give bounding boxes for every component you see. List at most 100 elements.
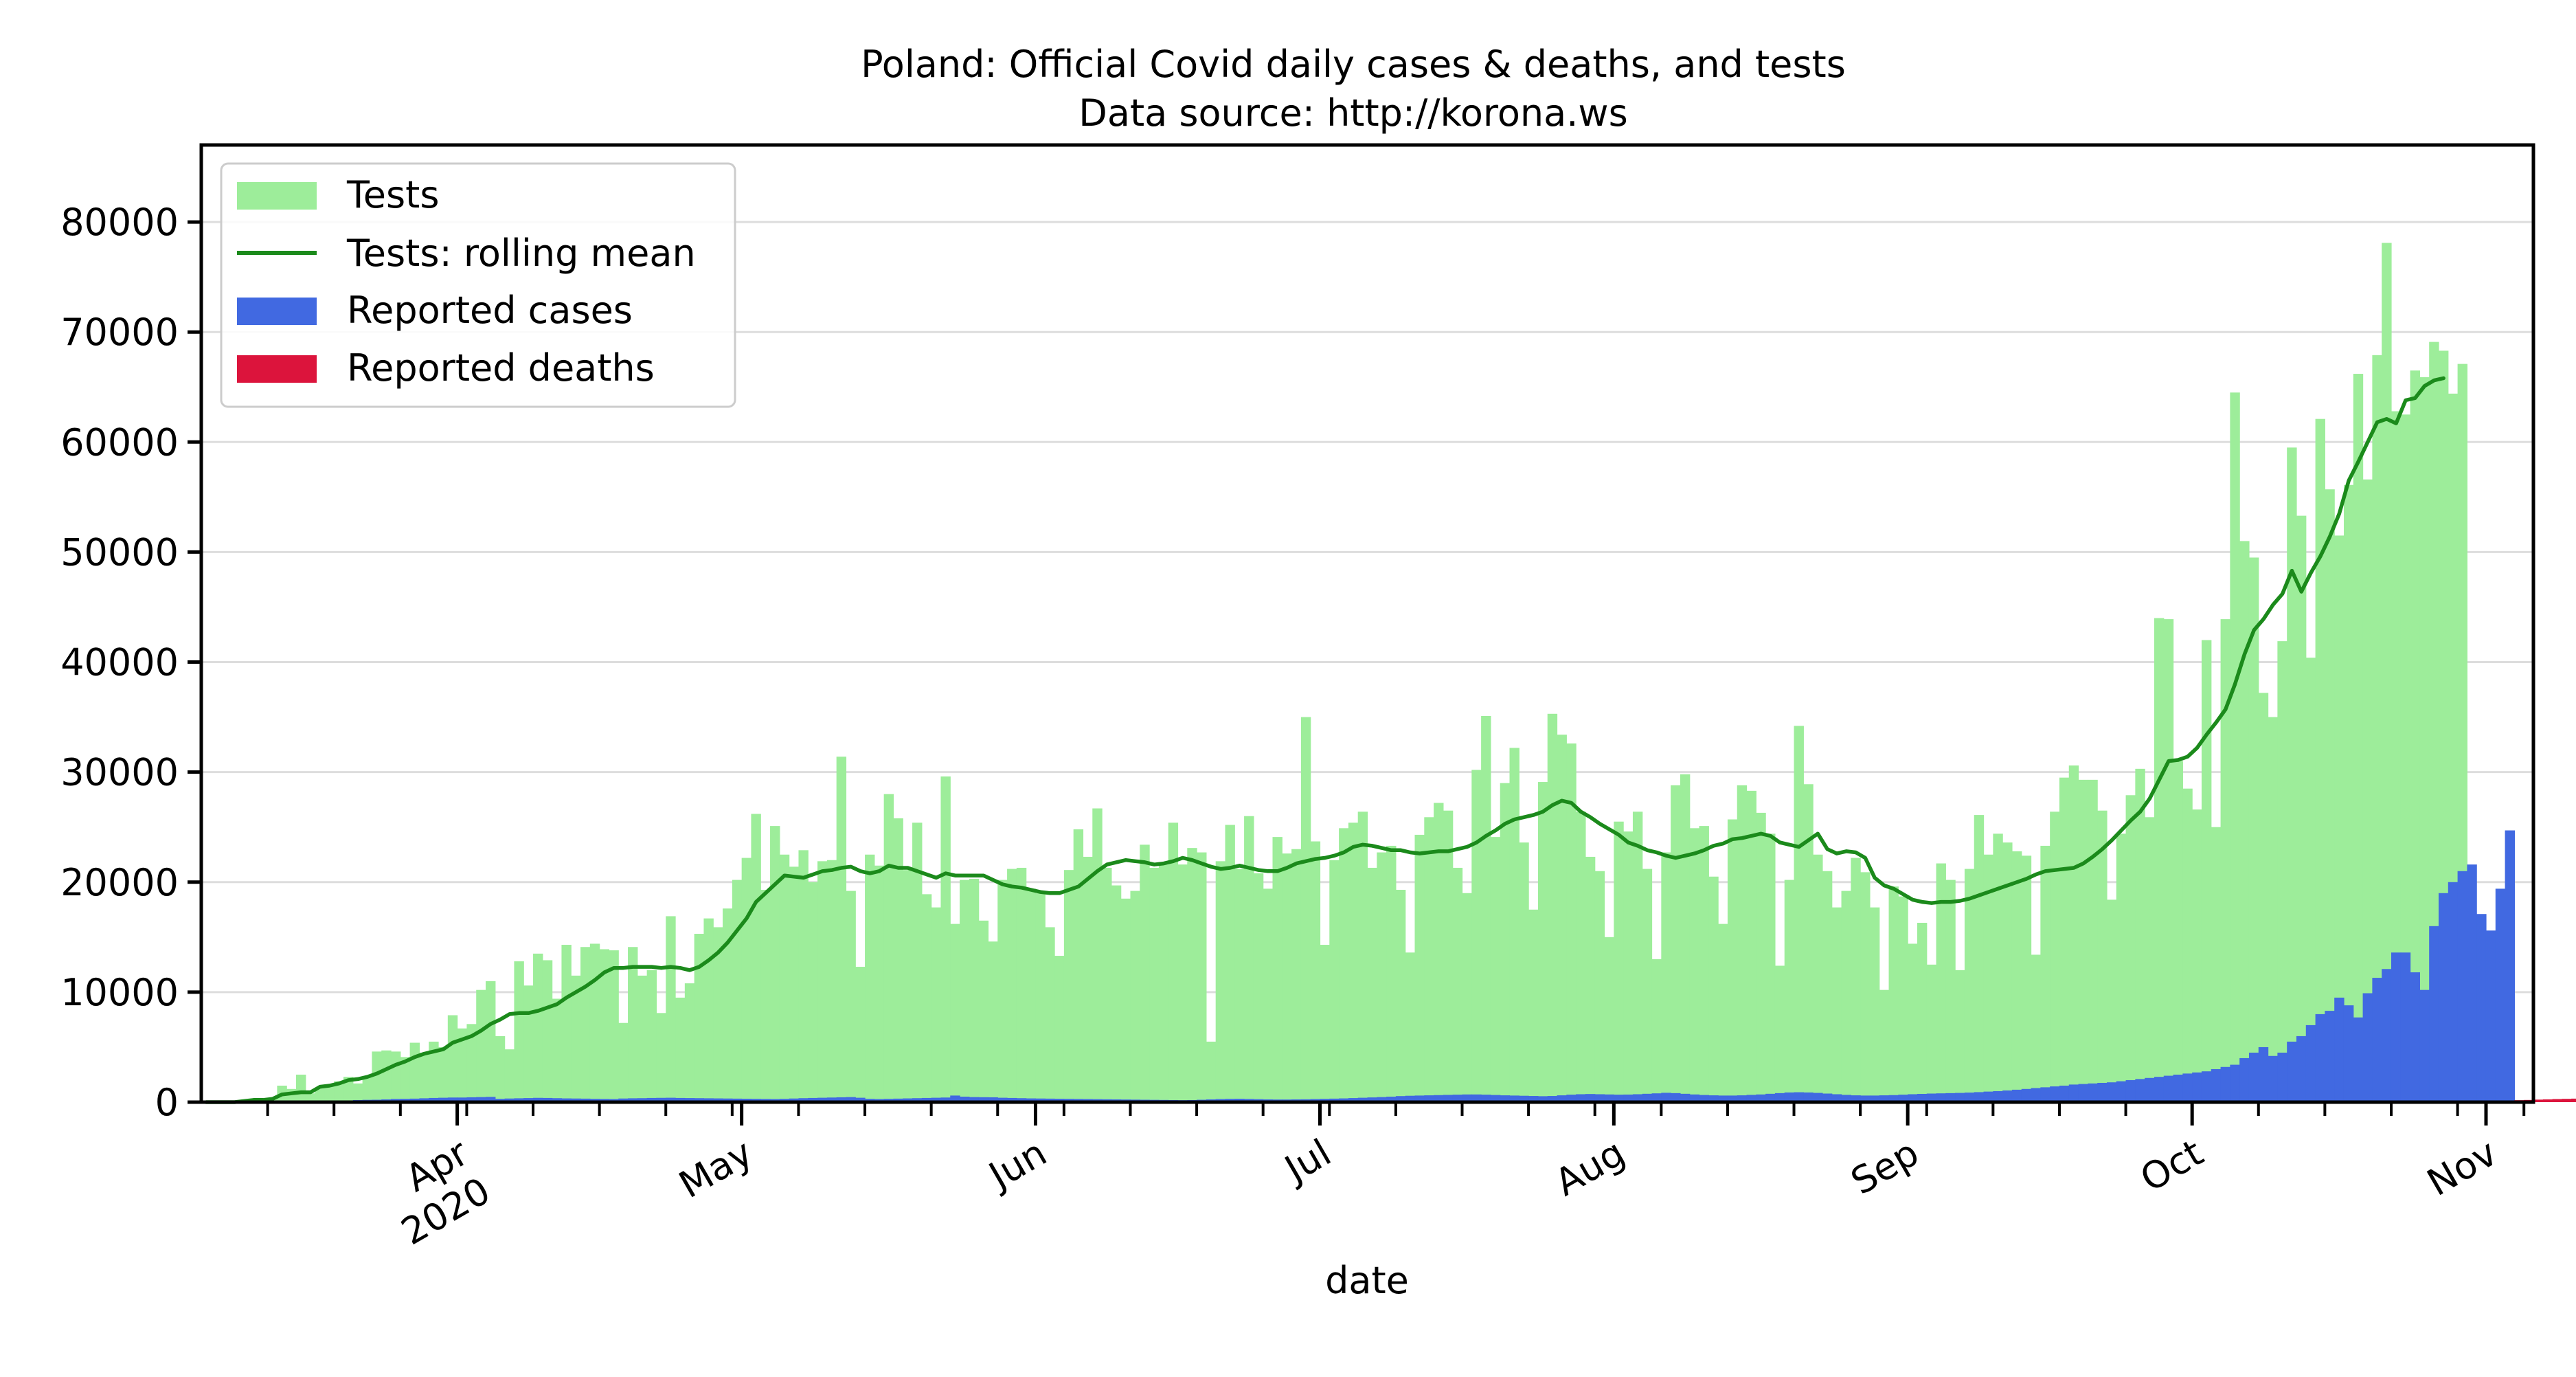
- tests-bar: [533, 954, 543, 1102]
- tests-bar: [865, 855, 874, 1102]
- tests-bar: [1462, 893, 1472, 1102]
- tests-bar: [1794, 726, 1804, 1102]
- tests-bar: [2059, 778, 2069, 1102]
- cases-bar: [2154, 1077, 2164, 1102]
- cases-bar: [2259, 1047, 2268, 1102]
- cases-bar: [2363, 993, 2373, 1102]
- cases-bar: [2448, 882, 2458, 1102]
- tests-bar: [1765, 833, 1775, 1102]
- tests-bar: [855, 967, 865, 1102]
- tests-bar: [837, 757, 846, 1102]
- tests-bar: [2126, 795, 2136, 1102]
- tests-bar: [476, 990, 486, 1102]
- tests-bar: [2050, 811, 2059, 1102]
- legend-swatch-cases: [237, 298, 317, 325]
- tests-bar: [523, 985, 533, 1102]
- tests-bar: [647, 970, 657, 1102]
- tests-bar: [2088, 780, 2097, 1102]
- tests-bar: [1585, 857, 1595, 1102]
- y-tick-label: 70000: [60, 311, 179, 354]
- tests-bar: [1595, 871, 1605, 1102]
- deaths-bar: [2543, 1099, 2553, 1102]
- cases-bar: [2022, 1089, 2031, 1102]
- tests-bar: [1614, 822, 1623, 1102]
- tests-bar: [1623, 831, 1633, 1102]
- legend-swatch-deaths: [237, 355, 317, 383]
- cases-bar: [2135, 1079, 2145, 1102]
- tests-bar: [2145, 817, 2154, 1102]
- tests-bar: [1443, 811, 1453, 1102]
- tests-bar: [1661, 853, 1671, 1102]
- tests-bar: [2069, 765, 2079, 1102]
- tests-bar: [1054, 956, 1064, 1102]
- cases-bar: [2334, 998, 2344, 1102]
- tests-bar: [1026, 888, 1036, 1102]
- cases-bar: [2012, 1090, 2022, 1102]
- tests-bar: [798, 850, 808, 1102]
- tests-bar: [1652, 959, 1662, 1102]
- tests-bar: [1007, 869, 1017, 1102]
- tests-bar: [1557, 735, 1567, 1102]
- tests-bar: [751, 814, 760, 1102]
- cases-bar: [2164, 1076, 2173, 1102]
- tests-bar: [1187, 848, 1197, 1102]
- tests-bar: [732, 880, 742, 1102]
- tests-bar: [1813, 855, 1822, 1102]
- cases-bar: [2410, 972, 2420, 1102]
- tests-bar: [1737, 785, 1747, 1102]
- tests-bar: [628, 947, 637, 1102]
- tests-bar: [1130, 891, 1140, 1102]
- tests-bar: [561, 945, 571, 1102]
- tests-bar: [2022, 855, 2031, 1102]
- tests-bar: [2173, 761, 2183, 1102]
- tests-bar: [1017, 868, 1026, 1102]
- tests-bar: [1671, 785, 1680, 1102]
- tests-bar: [1140, 844, 1149, 1102]
- tests-bar: [1386, 846, 1396, 1102]
- tests-bar: [940, 776, 950, 1102]
- tests-bar: [2230, 392, 2239, 1102]
- tests-bar: [410, 1043, 420, 1102]
- tests-bar: [1642, 869, 1652, 1102]
- tests-bar: [1965, 869, 1974, 1102]
- cases-bar: [2040, 1087, 2050, 1102]
- tests-bar: [609, 950, 618, 1102]
- tests-bar: [381, 1051, 391, 1102]
- tests-bar: [742, 858, 752, 1102]
- tests-bar: [808, 882, 817, 1102]
- tests-bar: [1690, 828, 1699, 1102]
- tests-bar: [770, 826, 780, 1102]
- cases-bar: [2401, 952, 2410, 1102]
- tests-bar: [1083, 857, 1092, 1102]
- tests-bar: [1993, 833, 2002, 1102]
- tests-bar: [2296, 516, 2306, 1102]
- legend: Tests Tests: rolling mean Reported cases…: [221, 164, 735, 407]
- tests-bar: [1092, 808, 1102, 1102]
- tests-bar: [2116, 833, 2126, 1102]
- tests-bar: [1415, 835, 1425, 1102]
- y-tick-label: 10000: [60, 971, 179, 1014]
- tests-bar: [495, 1036, 505, 1102]
- cases-bar: [2344, 1005, 2353, 1102]
- tests-bar: [1197, 853, 1206, 1102]
- deaths-bar: [2553, 1099, 2562, 1102]
- cases-bar: [2296, 1036, 2306, 1102]
- tests-bar: [1045, 927, 1054, 1102]
- tests-bar: [1396, 890, 1405, 1102]
- tests-bar: [827, 860, 837, 1102]
- tests-bar: [505, 1049, 515, 1102]
- tests-bar: [1548, 714, 1557, 1102]
- tests-bar: [1291, 849, 1301, 1102]
- tests-bar: [780, 855, 789, 1102]
- tests-bar: [846, 891, 855, 1102]
- y-tick-label: 80000: [60, 201, 179, 244]
- tests-bar: [2031, 954, 2041, 1102]
- tests-bar: [2135, 769, 2145, 1102]
- legend-label-rolling-mean: Tests: rolling mean: [346, 232, 696, 275]
- y-tick-label: 50000: [60, 530, 179, 574]
- cases-bar: [2059, 1086, 2069, 1102]
- tests-bar: [789, 866, 799, 1102]
- legend-label-cases: Reported cases: [347, 289, 633, 332]
